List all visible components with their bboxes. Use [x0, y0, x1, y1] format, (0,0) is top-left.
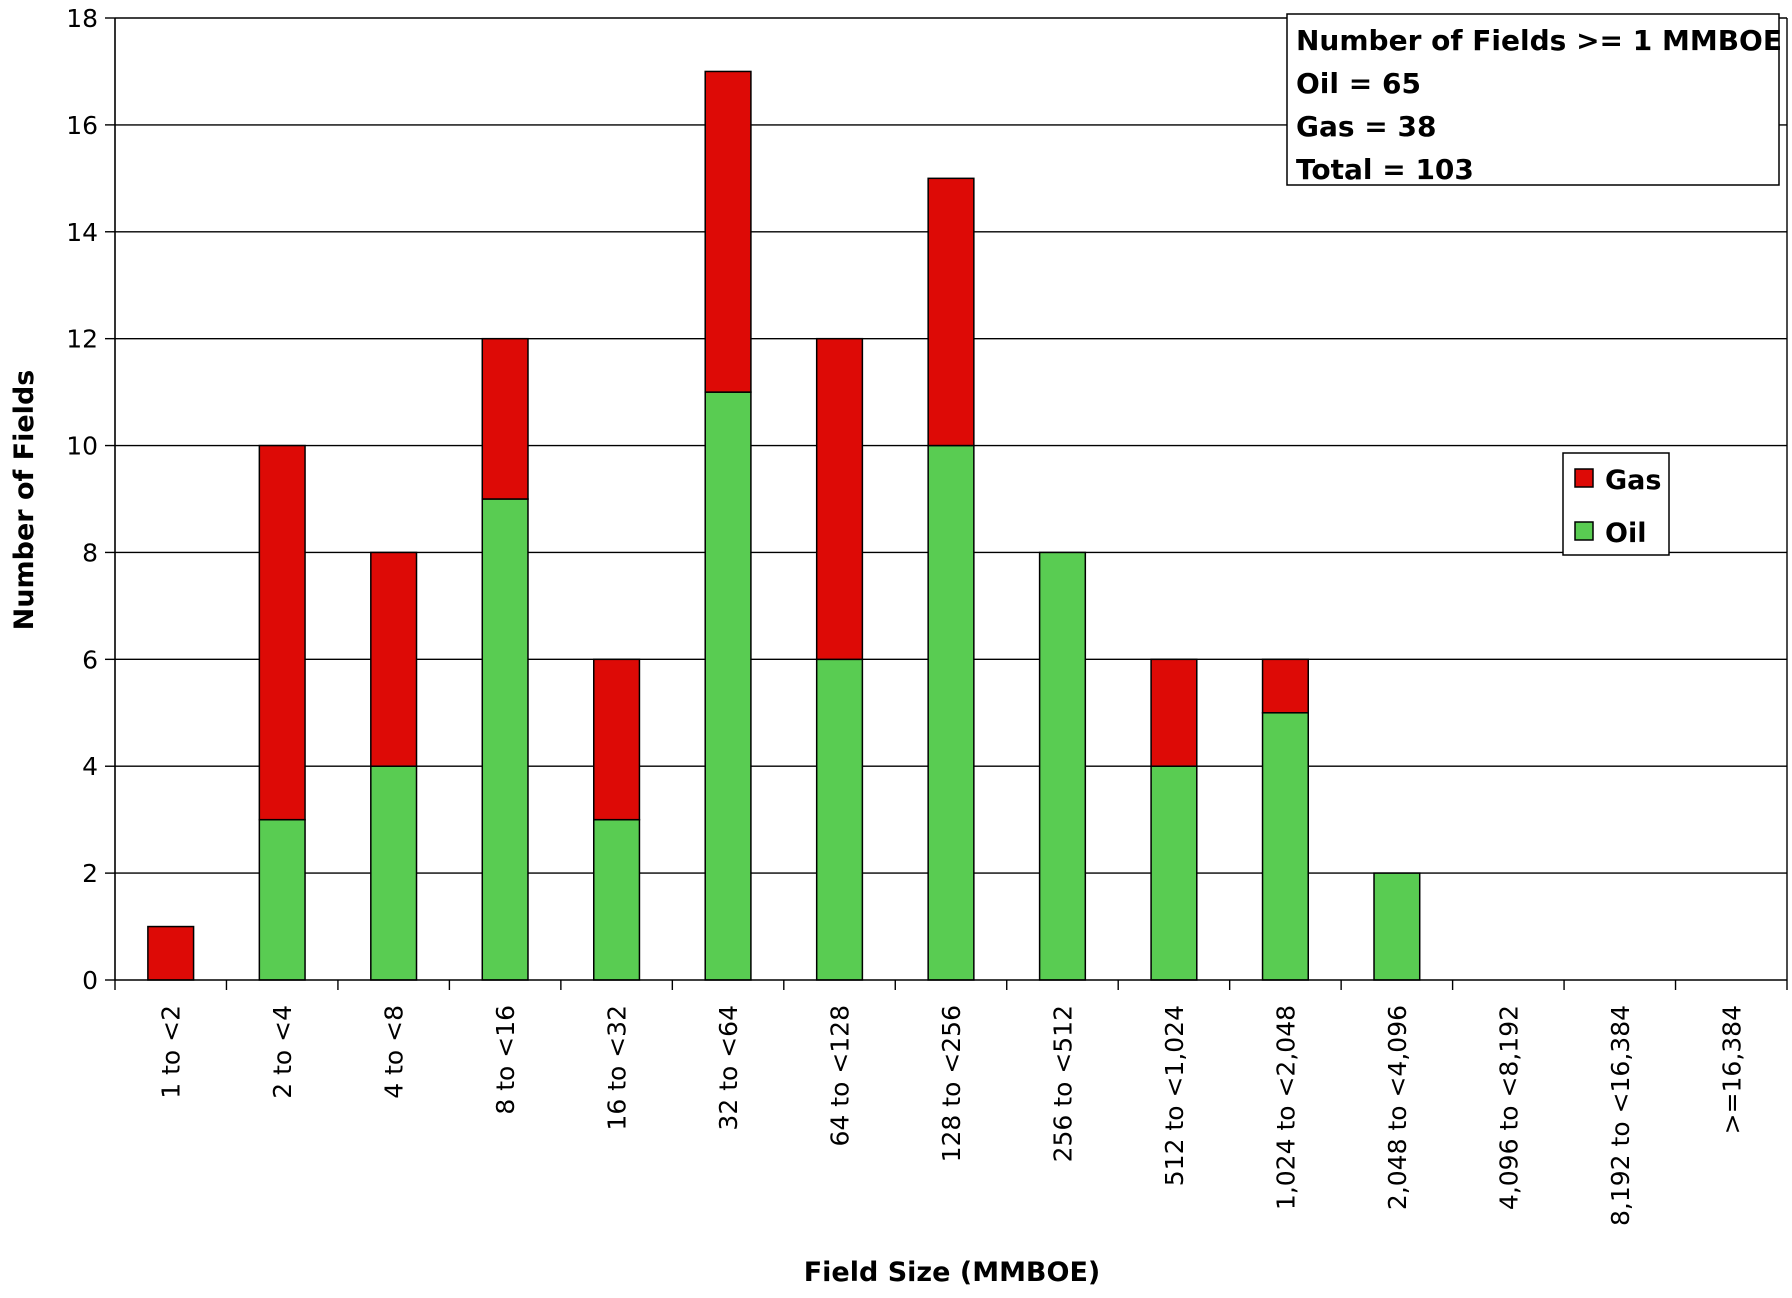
bar-gas — [592, 658, 641, 821]
y-tick-label: 18 — [66, 4, 98, 33]
bar-gas — [815, 337, 864, 661]
x-tick-label: 8 to <16 — [491, 1005, 520, 1115]
x-tick-label: 256 to <512 — [1048, 1005, 1077, 1162]
y-tick-labels: 0 2 4 6 8 10 12 14 16 18 — [66, 4, 98, 995]
y-tick-label: 12 — [66, 325, 98, 354]
bar-oil — [370, 765, 418, 981]
y-axis-label: Number of Fields — [9, 370, 40, 631]
bar-oil — [481, 498, 529, 981]
y-tick-label: 4 — [82, 752, 98, 781]
y-tick-label: 10 — [66, 432, 98, 461]
x-tick-label: 2 to <4 — [268, 1005, 297, 1099]
x-tick-label: 1,024 to <2,048 — [1271, 1005, 1300, 1210]
annotation-line: Gas = 38 — [1296, 110, 1436, 143]
bar-gas — [927, 177, 975, 447]
x-tick-label: 8,192 to <16,384 — [1606, 1005, 1635, 1226]
bar-oil — [1150, 765, 1198, 981]
bar-gas — [1150, 658, 1198, 767]
axes — [105, 17, 1788, 990]
y-tick-label: 0 — [82, 966, 98, 995]
bar-oil — [704, 391, 752, 981]
bar-gas — [147, 925, 195, 981]
bars — [147, 70, 1421, 981]
bar-oil — [815, 658, 864, 981]
bar-oil — [1038, 551, 1087, 981]
legend-label-oil: Oil — [1605, 518, 1646, 549]
legend-label-gas: Gas — [1605, 465, 1661, 496]
x-tick-label: 32 to <64 — [714, 1005, 743, 1131]
bar-gas — [481, 337, 529, 500]
bar-gas — [1261, 658, 1310, 714]
bar-oil — [1373, 872, 1421, 981]
x-tick-labels: 1 to <2 2 to <4 4 to <8 8 to <16 16 to <32 32… — [157, 1005, 1747, 1226]
y-tick-label: 8 — [82, 538, 98, 567]
bar-oil — [927, 444, 975, 981]
y-tick-label: 14 — [66, 218, 98, 247]
annotation-line: Number of Fields >= 1 MMBOE — [1296, 24, 1782, 57]
y-tick-label: 16 — [66, 111, 98, 140]
bar-oil — [258, 818, 306, 981]
x-tick-label: 128 to <256 — [937, 1005, 966, 1162]
bar-gas — [258, 444, 306, 821]
x-tick-label: 2,048 to <4,096 — [1383, 1005, 1412, 1210]
annotation-line: Oil = 65 — [1296, 67, 1421, 100]
y-tick-label: 6 — [82, 645, 98, 674]
annotation-line: Total = 103 — [1296, 153, 1474, 186]
x-tick-label: 4 to <8 — [380, 1005, 409, 1099]
bar-oil — [1261, 712, 1310, 981]
legend-swatch-oil — [1574, 521, 1594, 541]
bar-gas — [704, 70, 752, 393]
x-tick-label: 16 to <32 — [603, 1005, 632, 1131]
bar-oil — [592, 818, 641, 981]
bar-gas — [370, 551, 418, 767]
x-tick-label: 4,096 to <8,192 — [1494, 1005, 1523, 1210]
x-tick-label: 64 to <128 — [826, 1005, 855, 1146]
x-axis-label: Field Size (MMBOE) — [804, 1257, 1101, 1288]
y-tick-label: 2 — [82, 859, 98, 888]
summary-annotation-box: Number of Fields >= 1 MMBOE Oil = 65 Gas… — [1286, 13, 1782, 186]
x-tick-label: 512 to <1,024 — [1160, 1005, 1189, 1186]
legend-swatch-gas — [1574, 468, 1594, 488]
x-tick-label: 1 to <2 — [157, 1005, 186, 1099]
legend: Gas Oil — [1562, 452, 1670, 556]
x-tick-label: >=16,384 — [1717, 1005, 1746, 1134]
